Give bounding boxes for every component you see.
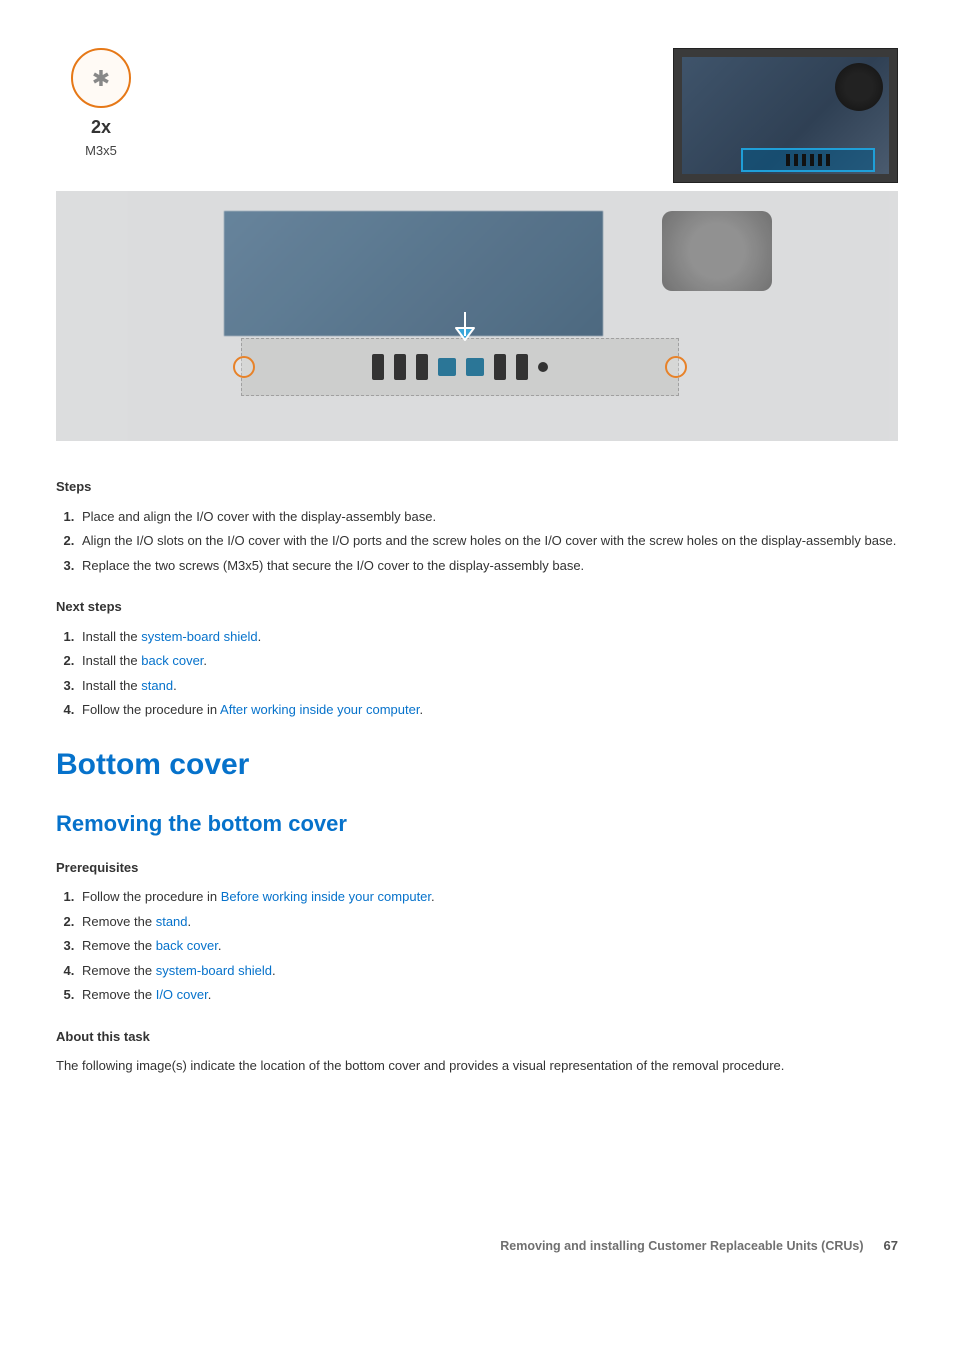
item-suffix: . bbox=[258, 629, 262, 644]
link-back-cover[interactable]: back cover bbox=[141, 653, 203, 668]
diagram-top-row: ✱ 2x M3x5 bbox=[56, 48, 898, 183]
page-footer: Removing and installing Customer Replace… bbox=[56, 1236, 898, 1256]
item-prefix: Install the bbox=[82, 629, 141, 644]
next-steps-list: Install the system-board shield. Install… bbox=[56, 627, 898, 720]
item-prefix: Remove the bbox=[82, 987, 156, 1002]
link-io-cover[interactable]: I/O cover bbox=[156, 987, 208, 1002]
item-suffix: . bbox=[272, 963, 276, 978]
step-item: Replace the two screws (M3x5) that secur… bbox=[78, 556, 898, 576]
main-system-board bbox=[224, 211, 603, 336]
main-fan bbox=[662, 211, 772, 291]
item-prefix: Install the bbox=[82, 678, 141, 693]
screw-quantity: 2x bbox=[56, 114, 146, 141]
prerequisites-list: Follow the procedure in Before working i… bbox=[56, 887, 898, 1005]
item-suffix: . bbox=[203, 653, 207, 668]
list-item: Remove the stand. bbox=[78, 912, 898, 932]
item-suffix: . bbox=[188, 914, 192, 929]
link-back-cover[interactable]: back cover bbox=[156, 938, 218, 953]
item-prefix: Remove the bbox=[82, 938, 156, 953]
list-item: Install the system-board shield. bbox=[78, 627, 898, 647]
item-suffix: . bbox=[218, 938, 222, 953]
main-diagram bbox=[56, 191, 898, 441]
page-title: Bottom cover bbox=[56, 742, 898, 787]
steps-list: Place and align the I/O cover with the d… bbox=[56, 507, 898, 576]
list-item: Remove the system-board shield. bbox=[78, 961, 898, 981]
list-item: Install the back cover. bbox=[78, 651, 898, 671]
item-prefix: Install the bbox=[82, 653, 141, 668]
item-suffix: . bbox=[419, 702, 423, 717]
step-item: Align the I/O slots on the I/O cover wit… bbox=[78, 531, 898, 551]
next-steps-heading: Next steps bbox=[56, 597, 898, 617]
thumbnail-image bbox=[673, 48, 898, 183]
screw-marker-right bbox=[665, 356, 687, 378]
screw-icon: ✱ bbox=[92, 62, 110, 95]
item-suffix: . bbox=[431, 889, 435, 904]
link-before-working[interactable]: Before working inside your computer bbox=[221, 889, 431, 904]
list-item: Remove the back cover. bbox=[78, 936, 898, 956]
thumbnail-fan bbox=[835, 63, 883, 111]
thumbnail-io-highlight bbox=[741, 148, 875, 172]
item-suffix: . bbox=[173, 678, 177, 693]
step-item: Place and align the I/O cover with the d… bbox=[78, 507, 898, 527]
link-system-board-shield[interactable]: system-board shield bbox=[141, 629, 257, 644]
about-heading: About this task bbox=[56, 1027, 898, 1047]
item-suffix: . bbox=[208, 987, 212, 1002]
prerequisites-heading: Prerequisites bbox=[56, 858, 898, 878]
item-prefix: Remove the bbox=[82, 914, 156, 929]
screw-callout: ✱ 2x M3x5 bbox=[56, 48, 146, 183]
list-item: Follow the procedure in After working in… bbox=[78, 700, 898, 720]
install-arrow-icon bbox=[452, 310, 478, 350]
list-item: Remove the I/O cover. bbox=[78, 985, 898, 1005]
screw-size: M3x5 bbox=[56, 141, 146, 161]
item-prefix: Follow the procedure in bbox=[82, 702, 220, 717]
page-number: 67 bbox=[884, 1236, 898, 1256]
link-stand[interactable]: stand bbox=[141, 678, 173, 693]
item-prefix: Remove the bbox=[82, 963, 156, 978]
footer-text: Removing and installing Customer Replace… bbox=[500, 1237, 863, 1256]
link-stand[interactable]: stand bbox=[156, 914, 188, 929]
diagram-area: ✱ 2x M3x5 bbox=[56, 48, 898, 441]
screw-circle: ✱ bbox=[71, 48, 131, 108]
list-item: Follow the procedure in Before working i… bbox=[78, 887, 898, 907]
list-item: Install the stand. bbox=[78, 676, 898, 696]
link-after-working[interactable]: After working inside your computer bbox=[220, 702, 419, 717]
steps-heading: Steps bbox=[56, 477, 898, 497]
item-prefix: Follow the procedure in bbox=[82, 889, 221, 904]
link-system-board-shield[interactable]: system-board shield bbox=[156, 963, 272, 978]
section-title: Removing the bottom cover bbox=[56, 807, 898, 840]
about-text: The following image(s) indicate the loca… bbox=[56, 1056, 898, 1076]
